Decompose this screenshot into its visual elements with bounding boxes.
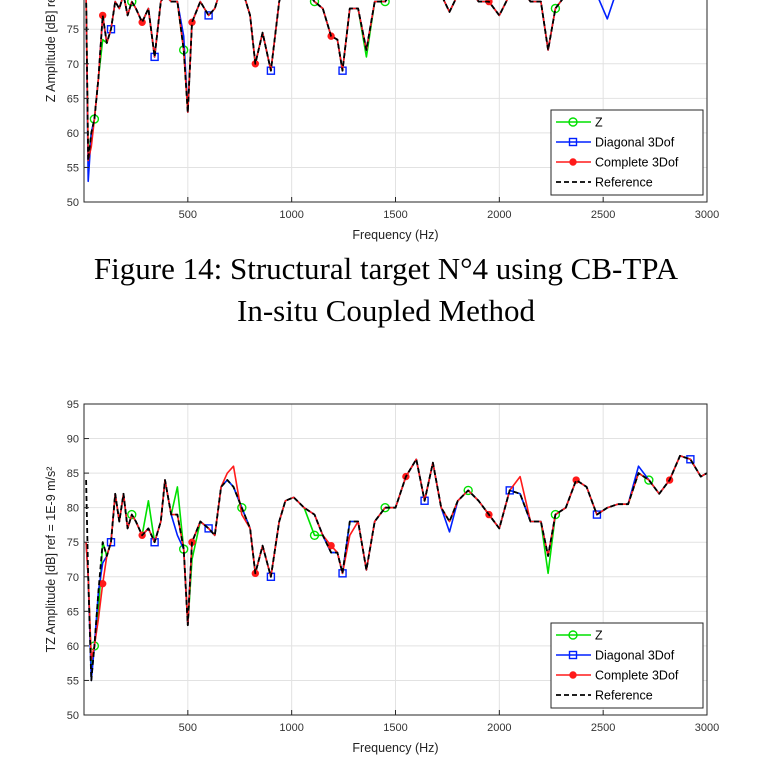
data-point-marker [204,524,213,533]
y-tick-label: 70 [67,59,79,71]
data-point-marker [127,509,137,520]
x-tick-label: 500 [179,722,197,734]
y-tick-label: 55 [67,675,79,687]
y-tick-label: 60 [67,128,79,140]
y-tick-label: 60 [67,641,79,653]
caption-line-1: Figure 14: Structural target N°4 using C… [93,251,679,286]
legend-item: Z [556,629,603,643]
legend: Z Diagonal 3Dof Complete 3Dof Reference [550,109,704,196]
x-tick-label: 2500 [591,722,615,734]
legend-marker-icon [568,117,578,127]
x-tick-label: 2000 [487,209,511,221]
legend-marker-icon [568,650,578,660]
data-point-marker [309,530,320,541]
y-axis-label: TZ Amplitude [dB] ref = 1E-9 m/s² [44,467,58,653]
legend-item: Reference [556,176,653,190]
y-tick-label: 75 [67,537,79,549]
series-line [85,454,708,682]
y-tick-label: 90 [67,434,79,446]
x-axis-label: Frequency (Hz) [352,741,438,755]
legend-item: Complete 3Dof [556,669,679,683]
data-point-marker [463,485,473,496]
chart-tz-amplitude: 500 1000 1500 2000 2500 3000 50 55 60 65 70 75 80 85 9… [44,399,719,755]
legend-marker-icon [568,630,578,640]
legend-label: Reference [595,176,653,190]
data-point-marker [505,486,514,495]
legend-item: Diagonal 3Dof [556,649,675,663]
data-point-marker [686,455,695,464]
y-tick-label: 80 [67,503,79,515]
y-tick-label: 65 [67,606,79,618]
legend-item: Complete 3Dof [556,156,679,170]
legend-item: Diagonal 3Dof [556,136,675,150]
legend-label: Diagonal 3Dof [595,136,675,150]
x-tick-label: 1000 [279,209,303,221]
x-tick-label: 1000 [279,722,303,734]
legend-label: Diagonal 3Dof [595,649,675,663]
legend-label: Z [595,116,603,130]
chart-z-amplitude: 500 1000 1500 2000 2500 3000 50 55 60 65 70 75 Frequ… [44,0,719,242]
legend-label: Reference [595,689,653,703]
legend-label: Complete 3Dof [595,669,679,683]
data-point-marker [127,0,137,7]
y-tick-label: 55 [67,162,79,174]
x-tick-label: 500 [179,209,197,221]
legend-item: Z [556,116,603,130]
y-tick-label: 95 [67,399,79,411]
data-point-marker [204,11,213,20]
data-point-marker [592,510,602,519]
legend-label: Z [595,629,603,643]
data-point-marker [150,538,159,547]
y-axis-label: Z Amplitude [dB] ref = [44,0,58,102]
y-tick-label: 50 [67,197,79,209]
x-tick-label: 2500 [591,209,615,221]
y-tick-label: 85 [67,468,79,480]
x-tick-label: 3000 [695,209,719,221]
series-complete-3dof [85,0,563,162]
y-tick-label: 50 [67,710,79,722]
x-axis-label: Frequency (Hz) [352,228,438,242]
data-point-marker [327,541,335,550]
y-tick-label: 75 [67,24,79,36]
x-tick-label: 1500 [383,722,407,734]
legend-marker-icon [568,137,578,147]
data-point-marker [644,475,654,485]
series-reference [85,454,708,682]
legend-item: Reference [556,689,653,703]
legend-label: Complete 3Dof [595,156,679,170]
caption-line-2: In-situ Coupled Method [237,293,535,328]
legend-marker-icon [569,671,577,679]
x-tick-label: 2000 [487,722,511,734]
legend-marker-icon [569,158,577,166]
legend: Z Diagonal 3Dof Complete 3Dof Reference [550,622,704,709]
data-point-marker [309,0,320,7]
y-tick-label: 65 [67,93,79,105]
figure-caption: Figure 14: Structural target N°4 using C… [0,248,772,332]
series-line [85,0,563,162]
y-tick-label: 70 [67,572,79,584]
x-tick-label: 1500 [383,209,407,221]
data-point-marker [98,579,107,588]
x-tick-label: 3000 [695,722,719,734]
